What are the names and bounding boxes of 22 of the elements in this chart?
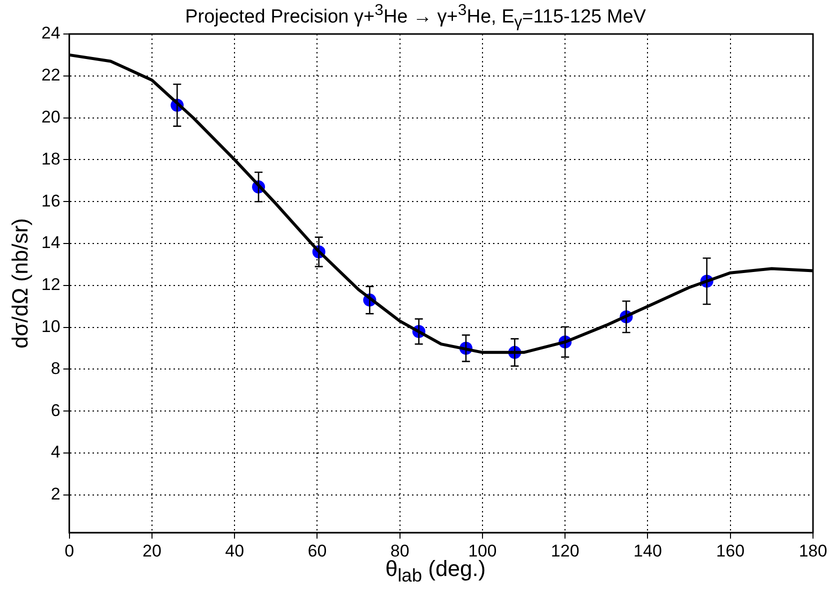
- y-tick-label: 18: [41, 149, 60, 168]
- y-tick-label: 2: [50, 484, 60, 504]
- y-tick-label: 16: [41, 191, 60, 210]
- y-axis-title: dσ/dΩ (nb/sr): [7, 218, 32, 348]
- y-tick-label: 14: [41, 233, 60, 252]
- chart-title: Projected Precision γ+$^{3}$He → γ+$^{3}$He, E$_{γ}$=115-125 MeV: [185, 2, 646, 32]
- x-tick-label: 140: [634, 541, 662, 560]
- y-tick-label: 20: [41, 107, 60, 126]
- x-tick-label: 60: [308, 541, 327, 560]
- y-tick-label: 8: [50, 358, 60, 378]
- y-tick-label: 4: [50, 442, 60, 462]
- y-tick-label: 6: [50, 400, 60, 420]
- y-tick-label: 24: [41, 24, 60, 43]
- x-tick-label: 160: [716, 541, 745, 560]
- x-tick-label: 40: [225, 541, 244, 560]
- x-tick-label: 0: [64, 541, 74, 560]
- x-tick-label: 20: [142, 541, 162, 560]
- y-tick-label: 22: [41, 66, 60, 85]
- x-tick-label: 180: [798, 541, 828, 560]
- y-tick-label: 12: [41, 275, 60, 294]
- x-tick-label: 120: [550, 541, 580, 560]
- y-tick-label: 10: [41, 316, 60, 336]
